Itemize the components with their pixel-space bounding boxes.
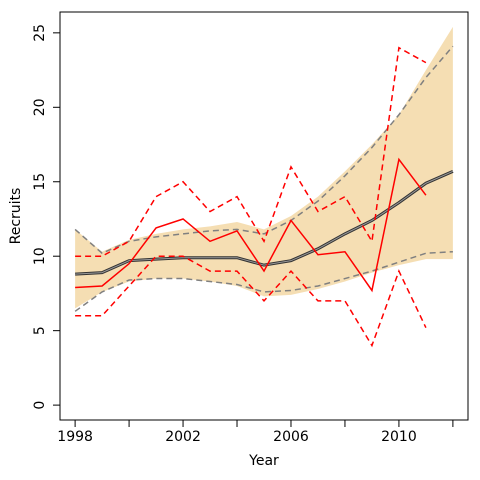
y-axis-label: Recruits — [8, 188, 24, 245]
x-tick-label: 2002 — [165, 429, 201, 445]
series-line — [74, 250, 453, 312]
y-tick-label: 0 — [32, 401, 48, 410]
series-line — [74, 45, 454, 255]
x-tick-label: 2006 — [273, 429, 309, 445]
y-tick-label: 20 — [32, 98, 48, 116]
y-tick-label: 10 — [32, 247, 48, 265]
x-tick-label: 2010 — [381, 429, 417, 445]
plot-frame — [59, 11, 469, 421]
y-tick-label: 15 — [32, 173, 48, 191]
series-line — [75, 157, 427, 293]
series-line-inner — [75, 170, 454, 275]
x-axis-label: Year — [248, 453, 279, 469]
confidence-band — [75, 26, 453, 309]
plot-area — [74, 26, 454, 348]
y-tick-label: 5 — [32, 326, 48, 335]
y-tick-label: 25 — [32, 24, 48, 42]
x-tick-label: 1998 — [57, 429, 93, 445]
series-line — [75, 255, 427, 348]
